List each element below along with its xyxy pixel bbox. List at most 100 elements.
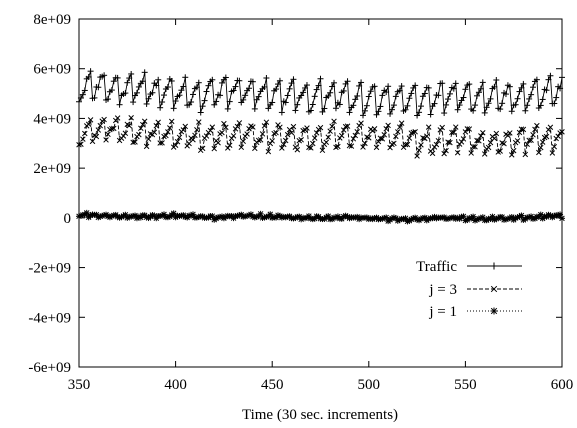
data-point [329, 123, 335, 130]
data-point [207, 127, 214, 134]
x-axis-label: Time (30 sec. increments) [242, 407, 398, 423]
data-point [251, 105, 258, 112]
data-point [404, 141, 411, 148]
data-point [379, 136, 386, 142]
data-point [396, 124, 403, 130]
data-point [358, 120, 364, 126]
data-point [518, 126, 525, 132]
data-point [222, 74, 229, 81]
data-point [157, 140, 163, 146]
data-point [101, 72, 108, 79]
data-point [514, 138, 521, 144]
data-point [435, 92, 442, 99]
data-point [189, 91, 196, 98]
x-tick-label: 450 [261, 377, 284, 393]
data-point [217, 92, 224, 99]
data-point [246, 125, 252, 132]
data-point [398, 83, 405, 90]
data-point [170, 105, 177, 112]
data-point [371, 126, 378, 132]
data-point [362, 140, 368, 147]
data-point [509, 152, 515, 158]
series-3 [76, 209, 565, 225]
data-point [304, 125, 310, 131]
x-axis-ticks: 350 400 450 500 550 600 [68, 19, 573, 393]
data-point [485, 144, 492, 151]
data-point [557, 85, 564, 92]
data-point [109, 125, 115, 132]
data-point [528, 91, 535, 98]
data-point [412, 82, 419, 89]
y-tick-label: 6e+09 [33, 62, 71, 78]
data-point [473, 92, 480, 99]
data-point [340, 87, 347, 94]
data-point [487, 95, 494, 102]
data-point [508, 108, 515, 115]
data-point [454, 149, 461, 156]
data-point [462, 86, 469, 93]
data-point [81, 87, 88, 94]
data-point [414, 112, 421, 119]
data-point [284, 92, 291, 99]
data-point [159, 99, 166, 106]
data-point [534, 122, 540, 129]
data-point [130, 139, 136, 146]
data-point [539, 96, 546, 103]
data-point [114, 74, 121, 81]
data-point [274, 81, 281, 88]
data-point [180, 127, 187, 133]
data-point [478, 133, 484, 139]
data-point [213, 98, 220, 105]
data-point [352, 132, 359, 139]
data-point [103, 137, 109, 143]
data-point [365, 93, 372, 100]
data-point [174, 138, 181, 145]
data-point [135, 83, 142, 90]
data-point [360, 144, 366, 150]
data-point [294, 101, 301, 108]
data-point [327, 89, 334, 96]
data-point [516, 129, 523, 136]
data-point [286, 85, 293, 92]
data-point [526, 95, 533, 102]
data-point [225, 145, 231, 151]
data-point [176, 92, 183, 99]
data-point [547, 124, 554, 131]
data-point [143, 143, 150, 150]
data-point [393, 133, 399, 140]
data-point [218, 79, 225, 86]
data-point [396, 87, 403, 94]
data-point [91, 94, 98, 101]
data-point [350, 136, 357, 142]
data-point [454, 106, 461, 113]
data-point [522, 107, 529, 114]
data-point [317, 124, 324, 131]
data-point [101, 116, 107, 123]
data-point [132, 139, 138, 145]
data-point [244, 131, 250, 137]
data-point [165, 129, 171, 135]
data-point [157, 104, 164, 111]
data-point [524, 102, 531, 109]
data-point [350, 102, 357, 109]
data-point [559, 129, 565, 135]
data-point [284, 131, 291, 138]
data-point [516, 88, 523, 95]
data-point [332, 105, 339, 112]
data-point [402, 106, 409, 113]
data-point [441, 110, 448, 117]
data-point [536, 149, 542, 156]
data-point [178, 87, 185, 94]
data-point [439, 80, 446, 87]
data-point [110, 78, 117, 85]
data-point [360, 112, 367, 119]
data-point [108, 87, 115, 94]
data-point [435, 137, 442, 144]
data-point [518, 84, 525, 91]
data-point [452, 80, 459, 87]
data-point [182, 74, 189, 81]
data-point [377, 103, 384, 110]
data-point [398, 120, 405, 126]
legend-marker [490, 285, 498, 293]
data-point [255, 137, 262, 144]
